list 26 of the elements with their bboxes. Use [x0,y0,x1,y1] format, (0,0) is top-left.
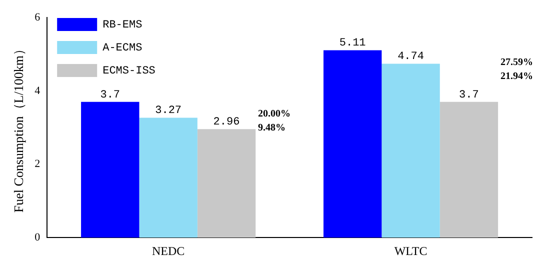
legend-label: RB-EMS [102,19,143,32]
y-axis-title: Fuel Consumption（L/100km） [11,42,26,213]
y-tick-label: 6 [34,11,41,24]
legend-label: A-ECMS [102,42,143,54]
bar [440,102,498,238]
bar [197,129,256,238]
annotation: 21.94% [500,70,533,82]
y-tick-label: 4 [34,84,41,97]
x-tick-label: WLTC [394,244,428,258]
data-label: 3.27 [155,105,182,118]
annotation: 20.00% [258,108,291,120]
y-tick-label: 0 [34,231,41,244]
bar [139,118,198,238]
bar [81,102,140,238]
data-label: 2.96 [213,116,240,128]
bar [323,50,382,238]
data-label: 3.7 [459,89,479,102]
bar [382,64,440,238]
x-tick-label: NEDC [152,244,185,258]
data-label: 3.7 [100,89,120,102]
data-label: 4.74 [398,51,424,64]
legend-label: ECMS-ISS [102,65,156,78]
annotation: 27.59% [500,56,533,68]
annotation: 9.48% [258,122,286,134]
y-tick-label: 2 [34,158,40,170]
data-label: 5.11 [339,38,366,50]
